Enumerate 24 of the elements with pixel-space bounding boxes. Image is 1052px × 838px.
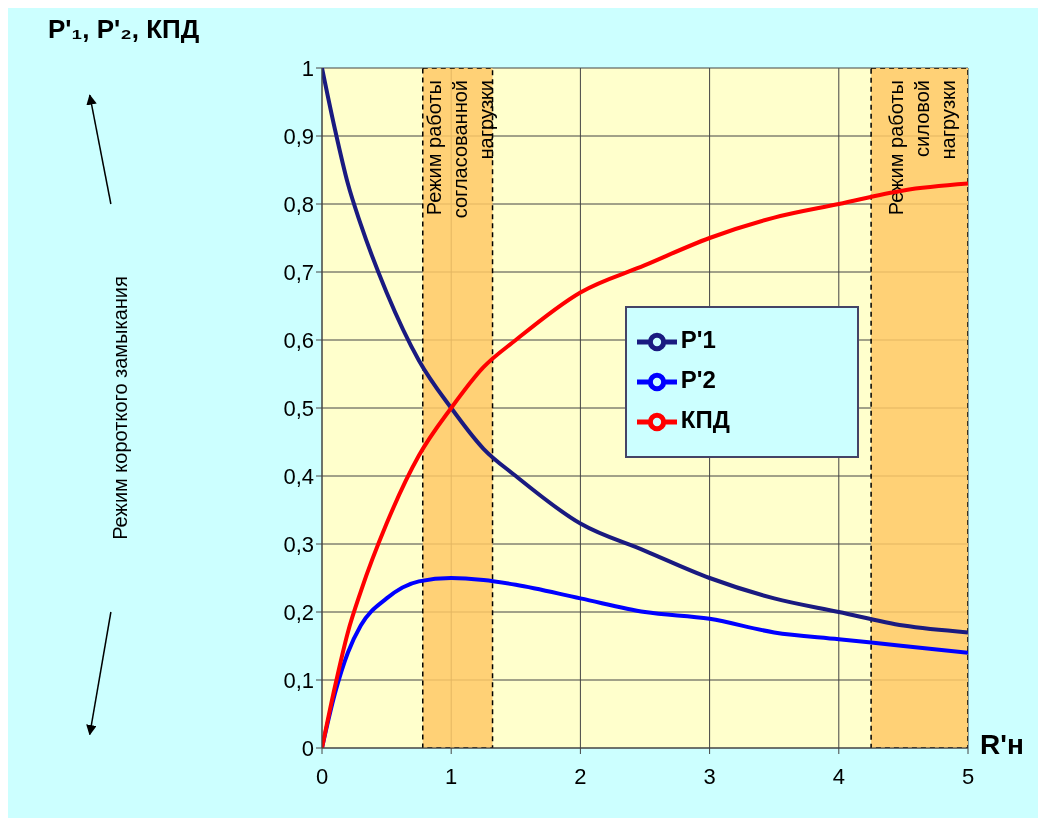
- x-tick-label: 5: [961, 763, 975, 789]
- y-tick-label: 0,5: [283, 395, 314, 421]
- y-tick-label: 0,2: [283, 599, 314, 625]
- x-tick-label: 4: [832, 763, 845, 789]
- y-tick-label: 0,6: [283, 327, 314, 353]
- y-tick-label: 0: [301, 735, 314, 761]
- x-tick-label: 2: [574, 763, 587, 789]
- x-tick-label: 1: [445, 763, 458, 789]
- y-tick-label: 0,1: [283, 667, 314, 693]
- y-axis-title: P'₁, P'₂, КПД: [48, 14, 200, 44]
- legend-label: КПД: [680, 406, 730, 434]
- y-tick-label: 0,4: [283, 463, 314, 489]
- legend-label: P'2: [680, 366, 716, 394]
- text: Режим короткого замыкания: [108, 276, 131, 540]
- x-axis-title: R'н: [980, 729, 1024, 760]
- y-tick-label: 0,9: [283, 123, 314, 149]
- x-tick-label: 3: [703, 763, 716, 789]
- band-label: Режим работы силовой нагрузки: [884, 80, 959, 216]
- y-tick-label: 1: [301, 55, 314, 81]
- legend-label: P'1: [680, 326, 716, 354]
- band-label: Режим работы согласованной нагрузки: [422, 80, 497, 219]
- y-tick-label: 0,7: [283, 259, 314, 285]
- y-tick-label: 0,3: [283, 531, 314, 557]
- y-tick-label: 0,8: [283, 191, 314, 217]
